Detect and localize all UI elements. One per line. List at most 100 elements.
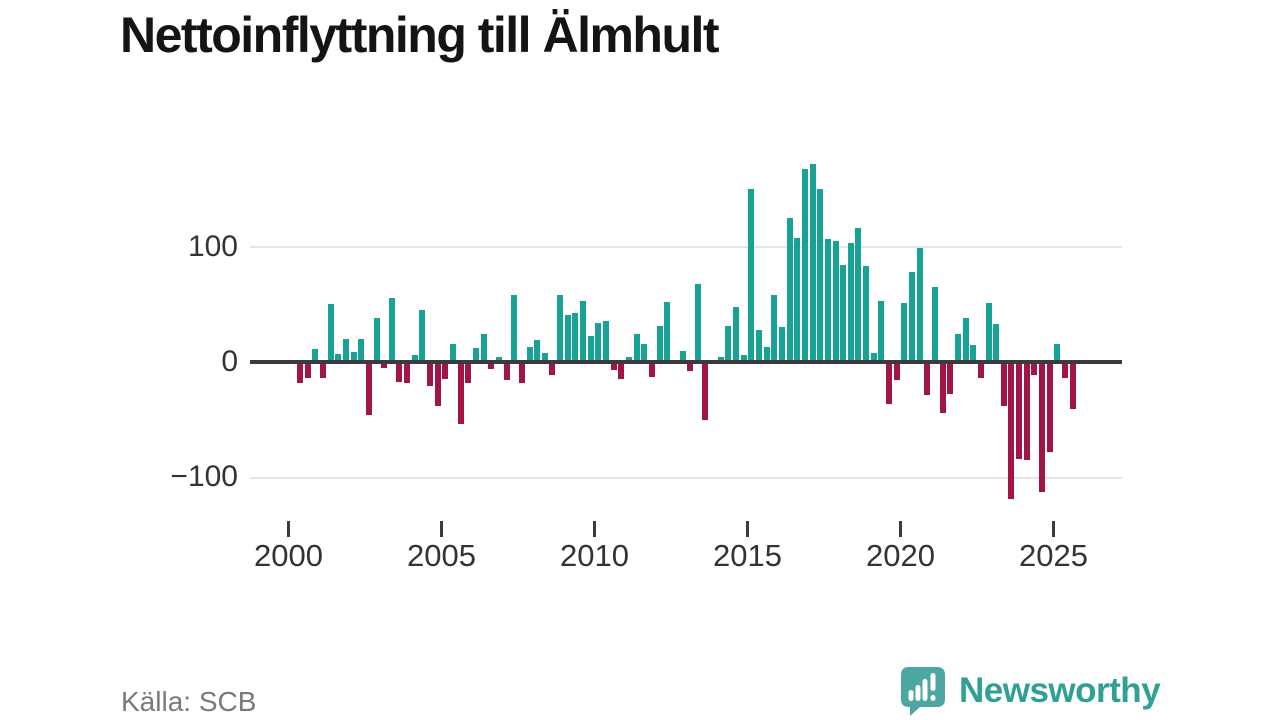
- bar-2007-K4: [526, 347, 533, 362]
- bar-2023-K1: [993, 324, 1000, 362]
- x-tick-label-2020: 2020: [866, 538, 935, 573]
- bar-chart-speech-bubble-icon: [901, 666, 945, 716]
- bar-2016-K2: [786, 218, 793, 362]
- bar-2006-K2: [480, 334, 487, 362]
- zero-axis-line: [250, 360, 1122, 364]
- bar-2004-K1: [411, 355, 418, 362]
- bar-2012-K1: [656, 326, 663, 362]
- bar-2003-K4: [404, 362, 411, 383]
- x-tick-mark-2020: [899, 521, 902, 537]
- bar-2001-K2: [327, 304, 334, 362]
- bar-2014-K1: [717, 357, 724, 362]
- y-tick-label-neg100: −100: [170, 460, 238, 493]
- x-tick-mark-2025: [1052, 521, 1055, 537]
- bar-2017-K3: [824, 238, 831, 362]
- source-note: Källa: SCB: [121, 686, 257, 717]
- bar-2020-K2: [909, 272, 915, 362]
- bar-2009-K2: [572, 312, 579, 362]
- bar-2018-K2: [847, 243, 854, 362]
- bar-2001-K1: [319, 362, 326, 379]
- bar-2017-K1: [809, 163, 816, 362]
- bar-2005-K4: [465, 362, 472, 383]
- bar-2016-K4: [801, 168, 808, 362]
- bar-2022-K2: [970, 344, 977, 362]
- bar-2019-K3: [886, 362, 892, 404]
- bar-2007-K1: [503, 362, 510, 381]
- bar-2002-K2: [358, 339, 365, 362]
- bar-2001-K3: [335, 353, 342, 362]
- bar-2014-K2: [725, 326, 732, 362]
- x-tick-mark-2010: [593, 521, 596, 537]
- gridline-minus-100: [250, 477, 1122, 479]
- bar-2023-K2: [1000, 362, 1007, 406]
- gridline-plus-100: [250, 246, 1122, 248]
- bar-2023-K3: [1008, 362, 1015, 500]
- bar-2005-K3: [457, 362, 464, 425]
- bar-2024-K2: [1031, 362, 1038, 375]
- x-tick-label-2010: 2010: [560, 538, 629, 573]
- bar-2015-K1: [748, 189, 755, 362]
- bar-2003-K1: [381, 362, 388, 368]
- bar-2009-K3: [580, 300, 586, 362]
- bar-2011-K3: [641, 343, 648, 362]
- bar-2008-K2: [541, 352, 548, 362]
- bar-2007-K2: [511, 295, 518, 362]
- bar-2008-K4: [557, 295, 564, 362]
- bar-2006-K3: [488, 362, 495, 369]
- bar-2011-K1: [625, 357, 632, 362]
- bar-2005-K1: [442, 362, 449, 380]
- bar-2003-K3: [396, 362, 403, 382]
- bar-2014-K3: [733, 306, 739, 362]
- bar-2015-K2: [756, 329, 762, 362]
- bar-2011-K4: [648, 362, 655, 377]
- bar-2020-K4: [924, 362, 931, 396]
- newsworthy-wordmark: Newsworthy: [959, 671, 1161, 710]
- x-tick-mark-2015: [746, 521, 749, 537]
- bar-2024-K4: [1046, 362, 1053, 452]
- chart-title: Nettoinflyttning till Älmhult: [120, 7, 720, 63]
- bar-2000-K3: [304, 362, 311, 379]
- bar-2013-K1: [687, 362, 694, 372]
- bar-2002-K1: [350, 351, 357, 362]
- bar-2023-K4: [1016, 362, 1023, 459]
- bar-2009-K1: [564, 314, 571, 362]
- bar-2020-K3: [916, 248, 923, 362]
- bar-2013-K3: [702, 362, 709, 420]
- bar-2010-K2: [603, 320, 609, 362]
- bar-2001-K4: [342, 339, 349, 362]
- bar-2006-K4: [495, 357, 502, 362]
- bar-2016-K1: [778, 327, 785, 362]
- bar-2013-K2: [694, 283, 701, 362]
- bar-2008-K3: [549, 362, 556, 375]
- x-tick-mark-2000: [287, 521, 290, 537]
- bar-2022-K4: [985, 303, 992, 362]
- bar-2018-K3: [855, 228, 862, 362]
- bar-2002-K3: [365, 362, 372, 415]
- bar-2007-K3: [518, 362, 525, 383]
- bar-2010-K3: [610, 362, 617, 371]
- bar-2012-K2: [664, 302, 671, 362]
- bar-2012-K4: [679, 350, 686, 362]
- bar-2021-K3: [947, 362, 954, 395]
- bar-2024-K3: [1039, 362, 1045, 493]
- bar-2018-K4: [863, 266, 870, 362]
- y-tick-label-0: 0: [221, 345, 238, 378]
- x-tick-label-2000: 2000: [254, 538, 323, 573]
- bar-2011-K2: [633, 334, 640, 362]
- x-tick-label-2005: 2005: [407, 538, 476, 573]
- y-tick-label-100: 100: [187, 230, 238, 263]
- bar-2015-K4: [771, 295, 778, 362]
- bar-2004-K2: [419, 310, 426, 362]
- bar-2014-K4: [740, 355, 747, 362]
- bar-2010-K1: [595, 322, 602, 362]
- bar-2006-K1: [472, 348, 479, 362]
- bar-2000-K2: [297, 362, 303, 383]
- bar-2017-K4: [832, 241, 839, 362]
- newsworthy-logo: Newsworthy: [900, 665, 1161, 717]
- bar-2025-K3: [1069, 362, 1076, 410]
- bar-2025-K2: [1062, 362, 1068, 379]
- bar-2019-K2: [878, 300, 885, 362]
- x-tick-label-2015: 2015: [713, 538, 782, 573]
